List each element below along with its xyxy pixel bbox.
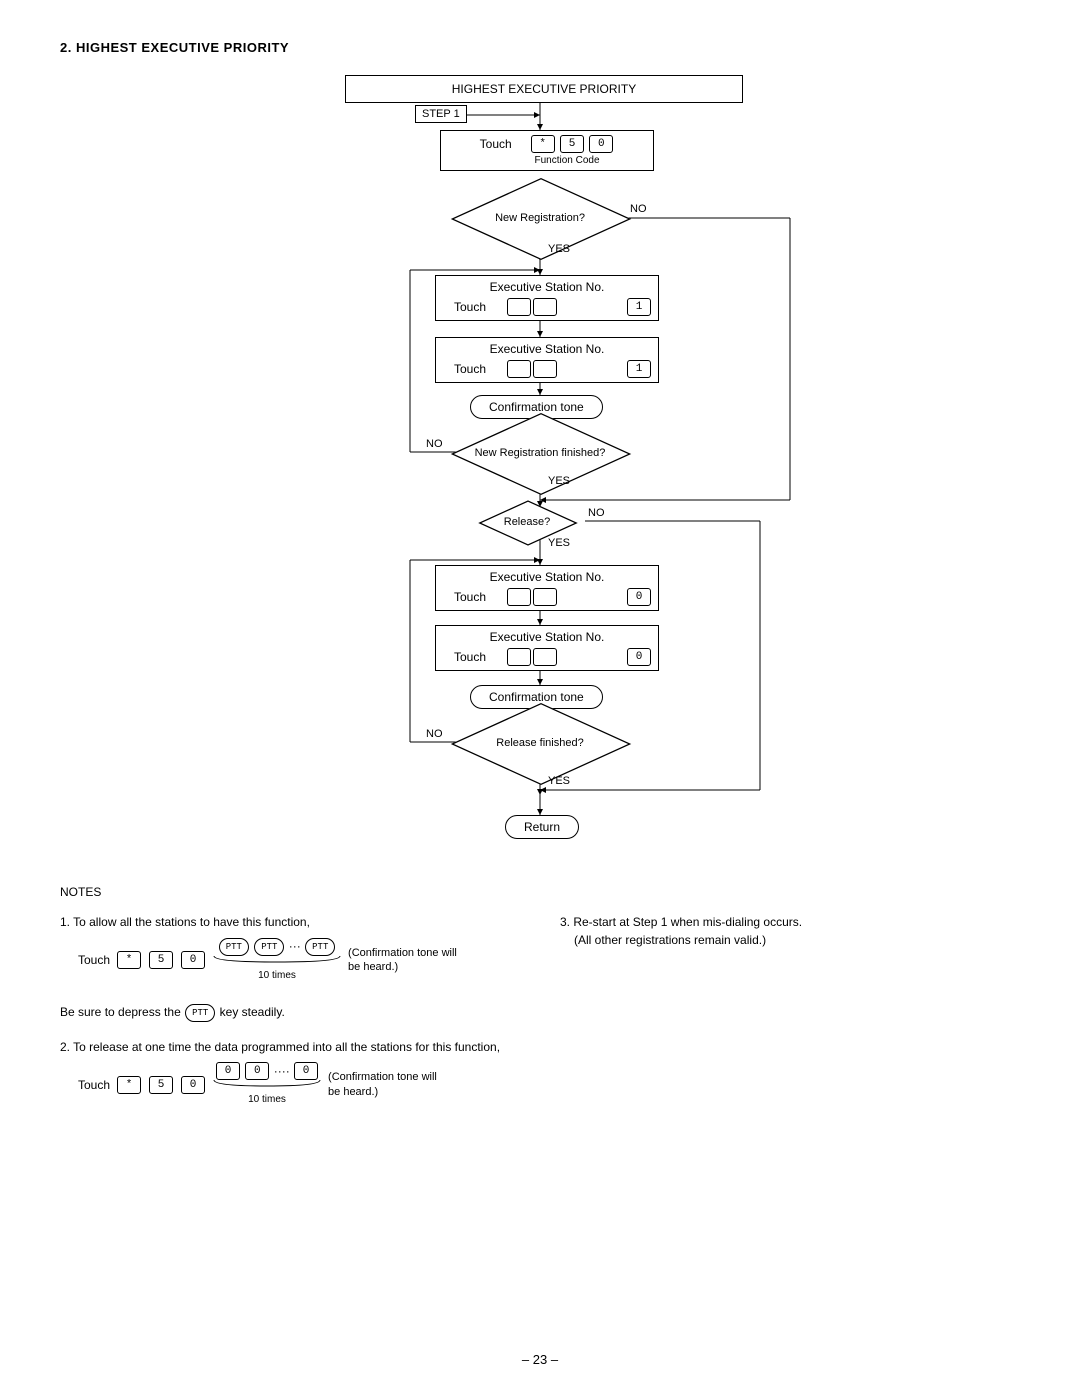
ptt-key: PTT [305, 938, 335, 956]
blank-key [533, 298, 557, 316]
blank-key [507, 360, 531, 378]
touch-label: Touch [454, 650, 486, 664]
note1-times: 10 times [212, 968, 342, 983]
section-heading: HIGHEST EXECUTIVE PRIORITY [76, 40, 289, 55]
note1-tail2: key steadily. [220, 1005, 285, 1019]
note-2: 2. To release at one time the data progr… [60, 1038, 520, 1108]
dots: ··· [289, 939, 301, 953]
yes-label-1: YES [548, 243, 570, 255]
yes-label-4: YES [548, 775, 570, 787]
notes-right: 3. Re-start at Step 1 when mis-dialing o… [560, 913, 1020, 1123]
touch-label: Touch [454, 300, 486, 314]
key-0: 0 [627, 588, 651, 606]
page-number: – 23 – [0, 1352, 1080, 1367]
start-box: HIGHEST EXECUTIVE PRIORITY [345, 75, 743, 103]
key-star: * [531, 135, 555, 153]
key: 0 [181, 951, 205, 969]
note-1: 1. To allow all the stations to have thi… [60, 913, 520, 1022]
ptt-key: PTT [219, 938, 249, 956]
key: * [117, 1076, 141, 1094]
no-label-2: NO [426, 438, 443, 450]
exec3-title: Executive Station No. [442, 570, 652, 584]
diamond-release-text: Release? [447, 516, 607, 528]
notes-title: NOTES [60, 885, 1020, 899]
key-1: 1 [627, 360, 651, 378]
note-3: 3. Re-start at Step 1 when mis-dialing o… [560, 913, 1020, 949]
page: 2. HIGHEST EXECUTIVE PRIORITY [0, 0, 1080, 1397]
key: 5 [149, 951, 173, 969]
ptt-key: PTT [254, 938, 284, 956]
no-label-1: NO [630, 203, 647, 215]
exec-box-1: Executive Station No. Touch 1 [435, 275, 659, 321]
start-text: HIGHEST EXECUTIVE PRIORITY [452, 82, 636, 96]
key: 0 [216, 1062, 240, 1080]
key: 0 [294, 1062, 318, 1080]
key: 0 [245, 1062, 269, 1080]
note2-text: 2. To release at one time the data progr… [60, 1038, 520, 1056]
note2-touch: Touch [78, 1076, 110, 1094]
note1-confirm: (Confirmation tone will be heard.) [348, 946, 458, 975]
func-code-label: Function Code [487, 155, 647, 166]
return-box: Return [505, 815, 579, 839]
ptt-key: PTT [185, 1004, 215, 1022]
key-1: 1 [627, 298, 651, 316]
step1-text: STEP 1 [422, 108, 460, 120]
blank-key [507, 648, 531, 666]
key-0: 0 [627, 648, 651, 666]
exec1-title: Executive Station No. [442, 280, 652, 294]
notes-left: 1. To allow all the stations to have thi… [60, 913, 520, 1123]
section-number: 2. [60, 40, 72, 55]
yes-label-2: YES [548, 475, 570, 487]
return-text: Return [524, 820, 560, 834]
note1-text: 1. To allow all the stations to have thi… [60, 913, 520, 931]
exec4-title: Executive Station No. [442, 630, 652, 644]
dots: ···· [274, 1064, 290, 1078]
touch-label: Touch [454, 362, 486, 376]
exec2-title: Executive Station No. [442, 342, 652, 356]
yes-label-3: YES [548, 537, 570, 549]
key: * [117, 951, 141, 969]
blank-key [507, 298, 531, 316]
no-label-4: NO [426, 728, 443, 740]
key: 5 [149, 1076, 173, 1094]
key-5: 5 [560, 135, 584, 153]
no-label-3: NO [588, 507, 605, 519]
confirm1-text: Confirmation tone [489, 400, 584, 414]
diamond-release-fin-text: Release finished? [460, 737, 620, 749]
func-code-box: Touch * 5 0 Function Code [440, 130, 654, 171]
note2-confirm: (Confirmation tone will be heard.) [328, 1070, 438, 1099]
note2-times: 10 times [212, 1092, 322, 1107]
notes-section: NOTES 1. To allow all the stations to ha… [60, 885, 1020, 1123]
note3b: (All other registrations remain valid.) [560, 931, 1020, 949]
confirm2-text: Confirmation tone [489, 690, 584, 704]
section-title: 2. HIGHEST EXECUTIVE PRIORITY [60, 40, 1020, 55]
diamond-newreg-fin-text: New Registration finished? [460, 447, 620, 459]
exec-box-3: Executive Station No. Touch 0 [435, 565, 659, 611]
key: 0 [181, 1076, 205, 1094]
note3a: 3. Re-start at Step 1 when mis-dialing o… [560, 913, 1020, 931]
blank-key [533, 588, 557, 606]
exec-box-2: Executive Station No. Touch 1 [435, 337, 659, 383]
exec-box-4: Executive Station No. Touch 0 [435, 625, 659, 671]
blank-key [533, 360, 557, 378]
flowchart: HIGHEST EXECUTIVE PRIORITY STEP 1 Touch … [190, 75, 890, 845]
step1-box: STEP 1 [415, 105, 467, 123]
touch-label: Touch [454, 590, 486, 604]
note1-touch: Touch [78, 951, 110, 969]
touch-label: Touch [480, 137, 512, 151]
note1-tail: Be sure to depress the [60, 1005, 181, 1019]
key-0: 0 [589, 135, 613, 153]
blank-key [533, 648, 557, 666]
diamond-newreg-text: New Registration? [460, 212, 620, 224]
blank-key [507, 588, 531, 606]
